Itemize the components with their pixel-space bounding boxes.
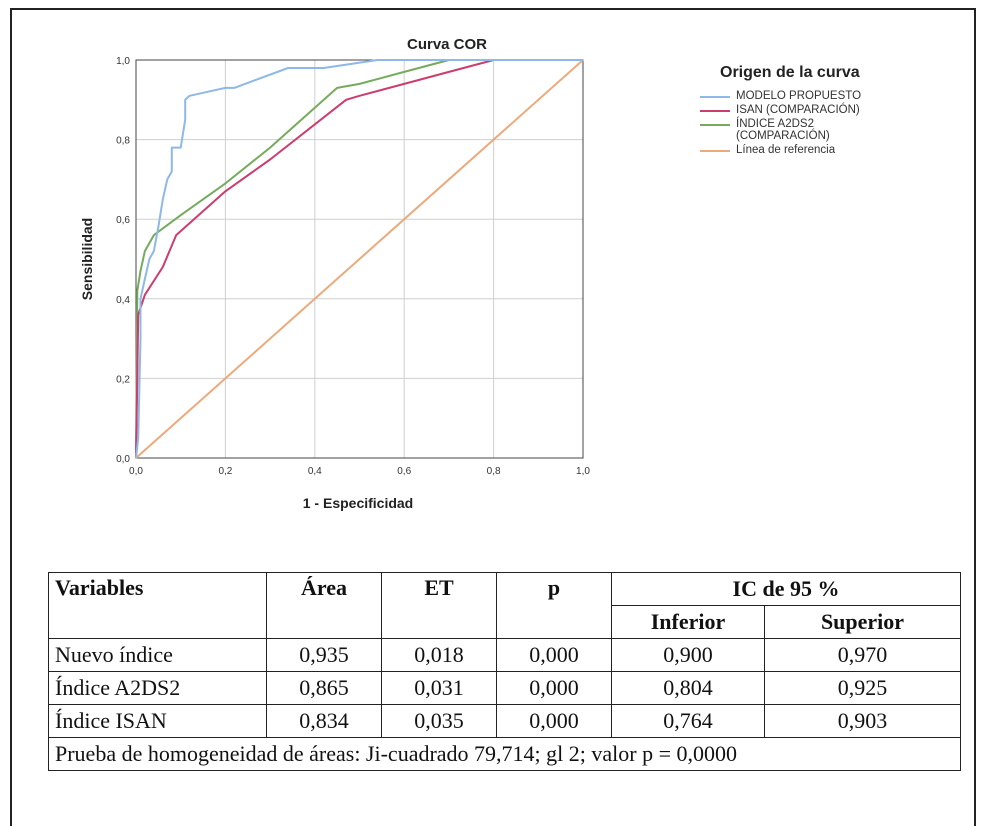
legend-items: MODELO PROPUESTO ISAN (COMPARACIÓN) ÍNDICE… (700, 90, 960, 156)
row-et: 0,031 (381, 671, 497, 705)
row-superior: 0,970 (764, 638, 961, 672)
header-area: Área (266, 572, 382, 639)
legend-item: Línea de referencia (700, 144, 960, 156)
row-p: 0,000 (496, 671, 612, 705)
legend-item: MODELO PROPUESTO (700, 90, 960, 102)
chart-title: Curva COR (407, 36, 487, 53)
x-tick-label: 0,8 (487, 466, 501, 477)
series-line-l-nea-de-referencia (135, 59, 584, 459)
y-tick-label: 0,0 (116, 454, 130, 465)
x-tick-label: 0,6 (397, 466, 411, 477)
row-inferior: 0,764 (611, 704, 765, 738)
row-area: 0,834 (266, 704, 382, 738)
plot-border (135, 59, 584, 459)
table-header-row: Variables Área ET p IC de 95 % (48, 572, 961, 639)
table-footer-row: Prueba de homogeneidad de áreas: Ji-cuad… (48, 737, 961, 771)
legend-label: Línea de referencia (736, 144, 836, 156)
row-variable: Índice ISAN (48, 704, 267, 738)
row-p: 0,000 (496, 638, 612, 672)
table-row: Nuevo índice 0,935 0,018 0,000 0,900 0,9… (48, 638, 961, 672)
series-line-isan-comparaci-n (135, 59, 583, 459)
row-variable: Índice A2DS2 (48, 671, 267, 705)
series-line-modelo-propuesto (135, 59, 583, 459)
legend-label: ÍNDICE A2DS2 (COMPARACIÓN) (736, 118, 830, 142)
header-ic: IC de 95 % (611, 572, 961, 606)
legend-swatch (700, 150, 730, 152)
chart-series (135, 59, 584, 459)
row-et: 0,035 (381, 704, 497, 738)
legend-label: MODELO PROPUESTO (736, 90, 862, 102)
row-area: 0,865 (266, 671, 382, 705)
stats-table: Variables Área ET p IC de 95 % Inferior … (48, 572, 961, 771)
legend-item: ISAN (COMPARACIÓN) (700, 104, 960, 116)
chart-ticks: 0,00,0 0,2 0,2 0,4 0,4 0,6 0,6 0,8 0,8 1,0 1,0 (116, 56, 590, 477)
legend-label: ISAN (COMPARACIÓN) (736, 104, 860, 116)
row-variable: Nuevo índice (48, 638, 267, 672)
legend-swatch (700, 110, 730, 112)
x-axis-label: 1 - Especificidad (303, 495, 413, 511)
chart-axes (135, 59, 584, 459)
row-et: 0,018 (381, 638, 497, 672)
x-tick-label: 0,0 (129, 466, 143, 477)
table-subheader-row: Inferior Superior (49, 605, 961, 639)
legend-swatch (700, 96, 730, 98)
row-superior: 0,925 (764, 671, 961, 705)
figure-frame (10, 8, 976, 826)
y-tick-label: 0,2 (116, 374, 130, 385)
header-variables: Variables (48, 572, 267, 639)
legend-item: ÍNDICE A2DS2 (COMPARACIÓN) (700, 118, 960, 142)
x-tick-label: 0,2 (218, 466, 232, 477)
header-inferior: Inferior (611, 605, 765, 639)
y-axis-label: Sensibilidad (79, 218, 95, 300)
legend-swatch (700, 124, 730, 126)
y-tick-label: 0,6 (116, 215, 130, 226)
y-tick-label: 1,0 (116, 56, 130, 67)
row-inferior: 0,804 (611, 671, 765, 705)
legend-title: Origen de la curva (720, 64, 860, 81)
x-tick-label: 1,0 (576, 466, 590, 477)
roc-chart: Curva COR 0,00,0 0,2 0,2 0,4 0,4 0,6 0,6 0,8 0,8… (79, 36, 590, 511)
header-et: ET (381, 572, 497, 639)
row-area: 0,935 (266, 638, 382, 672)
x-tick-label: 0,4 (308, 466, 322, 477)
table-row: Índice ISAN 0,834 0,035 0,000 0,764 0,90… (48, 704, 961, 738)
y-tick-label: 0,8 (116, 136, 130, 147)
header-p: p (496, 572, 612, 639)
series-line-ndice-a2ds2-comparaci-n (135, 59, 583, 459)
row-inferior: 0,900 (611, 638, 765, 672)
header-superior: Superior (764, 605, 961, 639)
row-superior: 0,903 (764, 704, 961, 738)
table-row: Índice A2DS2 0,865 0,031 0,000 0,804 0,9… (48, 671, 961, 705)
row-p: 0,000 (496, 704, 612, 738)
y-tick-label: 0,4 (116, 295, 130, 306)
chart-legend: Origen de la curva MODELO PROPUESTO ISAN … (700, 64, 960, 158)
table-footer: Prueba de homogeneidad de áreas: Ji-cuad… (48, 737, 961, 771)
